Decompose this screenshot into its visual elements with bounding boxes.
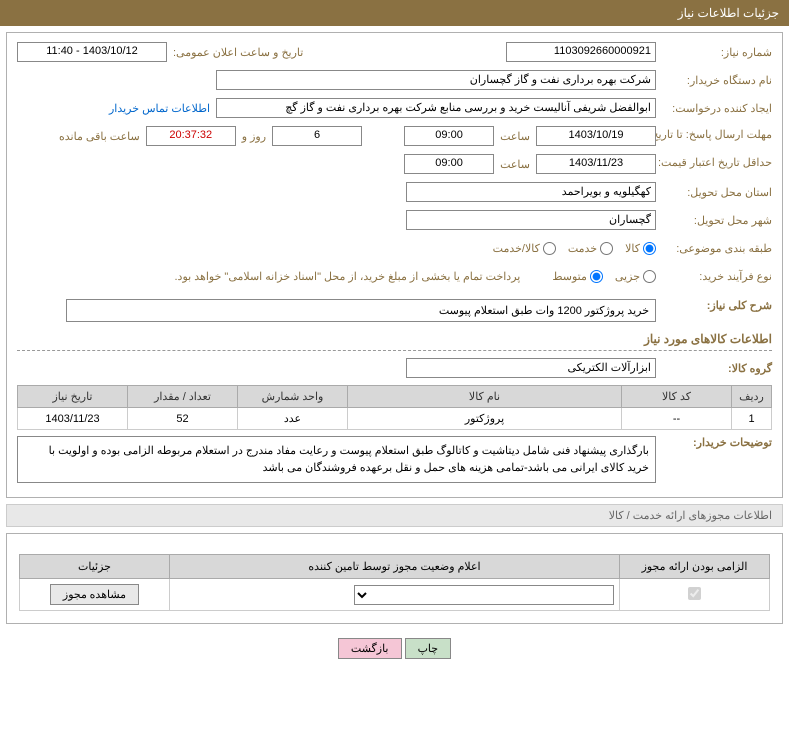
th-status: اعلام وضعیت مجوز توسط تامین کننده: [170, 555, 620, 579]
page-title: جزئیات اطلاعات نیاز: [678, 6, 779, 20]
action-buttons: چاپ بازگشت: [0, 630, 789, 667]
th-details: جزئیات: [20, 555, 170, 579]
radio-service-label: خدمت: [568, 242, 597, 255]
label-need-summary: شرح کلی نیاز:: [662, 299, 772, 312]
field-remaining-days: 6: [272, 126, 362, 146]
cell-date: 1403/11/23: [18, 408, 128, 430]
radio-goods-service-input[interactable]: [543, 242, 556, 255]
th-name: نام کالا: [348, 386, 622, 408]
field-announce-datetime: 1403/10/12 - 11:40: [17, 42, 167, 62]
radio-goods[interactable]: کالا: [625, 242, 656, 255]
radio-goods-input[interactable]: [643, 242, 656, 255]
label-buyer-notes: توضیحات خریدار:: [662, 436, 772, 449]
field-response-date: 1403/10/19: [536, 126, 656, 146]
th-unit: واحد شمارش: [238, 386, 348, 408]
field-requester: ابوالفضل شریفی آنالیست خرید و بررسی مناب…: [216, 98, 656, 118]
select-status[interactable]: [354, 585, 614, 605]
section-permits-title: اطلاعات مجوزهای ارائه خدمت / کالا: [6, 504, 783, 527]
label-remaining: ساعت باقی مانده: [59, 130, 140, 143]
field-province: کهگیلویه و بویراحمد: [406, 182, 656, 202]
th-required: الزامی بودن ارائه مجوز: [620, 555, 770, 579]
items-table: ردیف کد کالا نام کالا واحد شمارش تعداد /…: [17, 385, 772, 430]
radio-goods-label: کالا: [625, 242, 640, 255]
field-buyer-notes: بارگذاری پیشنهاد فنی شامل دیتاشیت و کاتا…: [17, 436, 656, 483]
permits-table: الزامی بودن ارائه مجوز اعلام وضعیت مجوز …: [19, 554, 770, 611]
field-response-hour: 09:00: [404, 126, 494, 146]
th-code: کد کالا: [622, 386, 732, 408]
radio-goods-service-label: کالا/خدمت: [493, 242, 540, 255]
cell-unit: عدد: [238, 408, 348, 430]
purchase-radio-group: جزیی متوسط: [552, 270, 656, 283]
label-requester: ایجاد کننده درخواست:: [662, 102, 772, 115]
cell-status: [170, 579, 620, 611]
cell-qty: 52: [128, 408, 238, 430]
field-goods-group: ابزارآلات الکتریکی: [406, 358, 656, 378]
btn-back[interactable]: بازگشت: [338, 638, 402, 659]
label-goods-group: گروه کالا:: [662, 362, 772, 375]
page-header: جزئیات اطلاعات نیاز: [0, 0, 789, 26]
table-row: 1 -- پروژکتور عدد 52 1403/11/23: [18, 408, 772, 430]
radio-service[interactable]: خدمت: [568, 242, 613, 255]
field-need-summary: خرید پروژکتور 1200 وات طبق استعلام پیوست: [66, 299, 656, 322]
radio-goods-service[interactable]: کالا/خدمت: [493, 242, 556, 255]
label-price-validity: حداقل تاریخ اعتبار قیمت: تا تاریخ:: [662, 157, 772, 170]
permits-panel: الزامی بودن ارائه مجوز اعلام وضعیت مجوز …: [6, 533, 783, 624]
label-hour-1: ساعت: [500, 130, 530, 143]
field-price-validity-hour: 09:00: [404, 154, 494, 174]
cell-name: پروژکتور: [348, 408, 622, 430]
islamic-note: پرداخت تمام یا بخشی از مبلغ خرید، از محل…: [175, 270, 521, 283]
label-city: شهر محل تحویل:: [662, 214, 772, 227]
btn-print[interactable]: چاپ: [405, 638, 452, 659]
radio-medium[interactable]: متوسط: [552, 270, 603, 283]
cell-required: [620, 579, 770, 611]
radio-minor-label: جزیی: [615, 270, 640, 283]
th-qty: تعداد / مقدار: [128, 386, 238, 408]
field-price-validity-date: 1403/11/23: [536, 154, 656, 174]
label-days-and: روز و: [242, 130, 266, 143]
field-remaining-time: 20:37:32: [146, 126, 236, 146]
label-hour-2: ساعت: [500, 158, 530, 171]
th-row: ردیف: [732, 386, 772, 408]
cell-code: --: [622, 408, 732, 430]
link-buyer-contact[interactable]: اطلاعات تماس خریدار: [109, 102, 210, 115]
label-category: طبقه بندی موضوعی:: [662, 242, 772, 255]
label-province: استان محل تحویل:: [662, 186, 772, 199]
main-info-panel: شماره نیاز: 1103092660000921 تاریخ و ساع…: [6, 32, 783, 498]
checkbox-required: [688, 587, 701, 600]
radio-minor[interactable]: جزیی: [615, 270, 656, 283]
label-purchase-type: نوع فرآیند خرید:: [662, 270, 772, 283]
btn-view-permit[interactable]: مشاهده مجوز: [50, 584, 139, 605]
cell-idx: 1: [732, 408, 772, 430]
radio-medium-input[interactable]: [590, 270, 603, 283]
field-need-number: 1103092660000921: [506, 42, 656, 62]
category-radio-group: کالا خدمت کالا/خدمت: [493, 242, 656, 255]
cell-details: مشاهده مجوز: [20, 579, 170, 611]
radio-minor-input[interactable]: [643, 270, 656, 283]
label-announce-datetime: تاریخ و ساعت اعلان عمومی:: [173, 46, 303, 59]
section-goods-info: اطلاعات کالاهای مورد نیاز: [17, 328, 772, 351]
field-buyer-org: شرکت بهره برداری نفت و گاز گچساران: [216, 70, 656, 90]
permit-row: مشاهده مجوز: [20, 579, 770, 611]
label-need-number: شماره نیاز:: [662, 46, 772, 59]
radio-service-input[interactable]: [600, 242, 613, 255]
radio-medium-label: متوسط: [552, 270, 587, 283]
th-date: تاریخ نیاز: [18, 386, 128, 408]
label-buyer-org: نام دستگاه خریدار:: [662, 74, 772, 87]
label-response-deadline: مهلت ارسال پاسخ: تا تاریخ:: [662, 129, 772, 142]
field-city: گچساران: [406, 210, 656, 230]
